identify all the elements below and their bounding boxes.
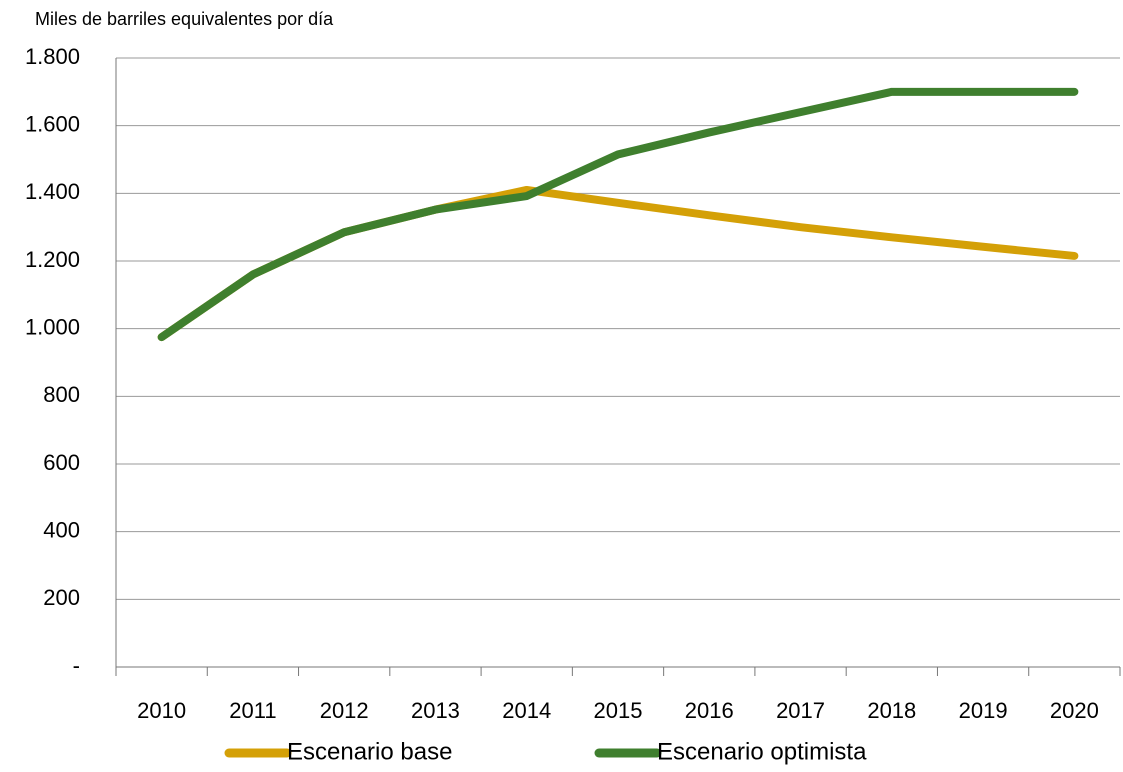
y-tick-label: 1.400 bbox=[25, 179, 80, 204]
y-tick-label: 1.000 bbox=[25, 314, 80, 339]
x-tick-label: 2015 bbox=[594, 698, 643, 723]
x-tick-label: 2016 bbox=[685, 698, 734, 723]
x-tick-label: 2010 bbox=[137, 698, 186, 723]
x-tick-label: 2020 bbox=[1050, 698, 1099, 723]
y-tick-label: - bbox=[73, 653, 80, 678]
y-tick-label: 400 bbox=[43, 517, 80, 542]
series-line bbox=[157, 87, 1079, 342]
y-tick-label: 1.600 bbox=[25, 111, 80, 136]
x-tick-label: 2019 bbox=[959, 698, 1008, 723]
x-tick-label: 2017 bbox=[776, 698, 825, 723]
y-tick-label: 1.200 bbox=[25, 247, 80, 272]
series-line bbox=[157, 185, 1079, 342]
x-tick-label: 2014 bbox=[502, 698, 551, 723]
y-tick-label: 1.800 bbox=[25, 44, 80, 69]
x-tick-label: 2018 bbox=[867, 698, 916, 723]
x-tick-label: 2012 bbox=[320, 698, 369, 723]
x-tick-label: 2013 bbox=[411, 698, 460, 723]
y-tick-label: 800 bbox=[43, 382, 80, 407]
chart-title: Miles de barriles equivalentes por día bbox=[35, 9, 334, 29]
y-tick-label: 200 bbox=[43, 585, 80, 610]
x-tick-label: 2011 bbox=[229, 698, 276, 723]
y-tick-label: 600 bbox=[43, 450, 80, 475]
legend-label: Escenario optimista bbox=[657, 738, 867, 765]
legend-label: Escenario base bbox=[287, 738, 452, 765]
